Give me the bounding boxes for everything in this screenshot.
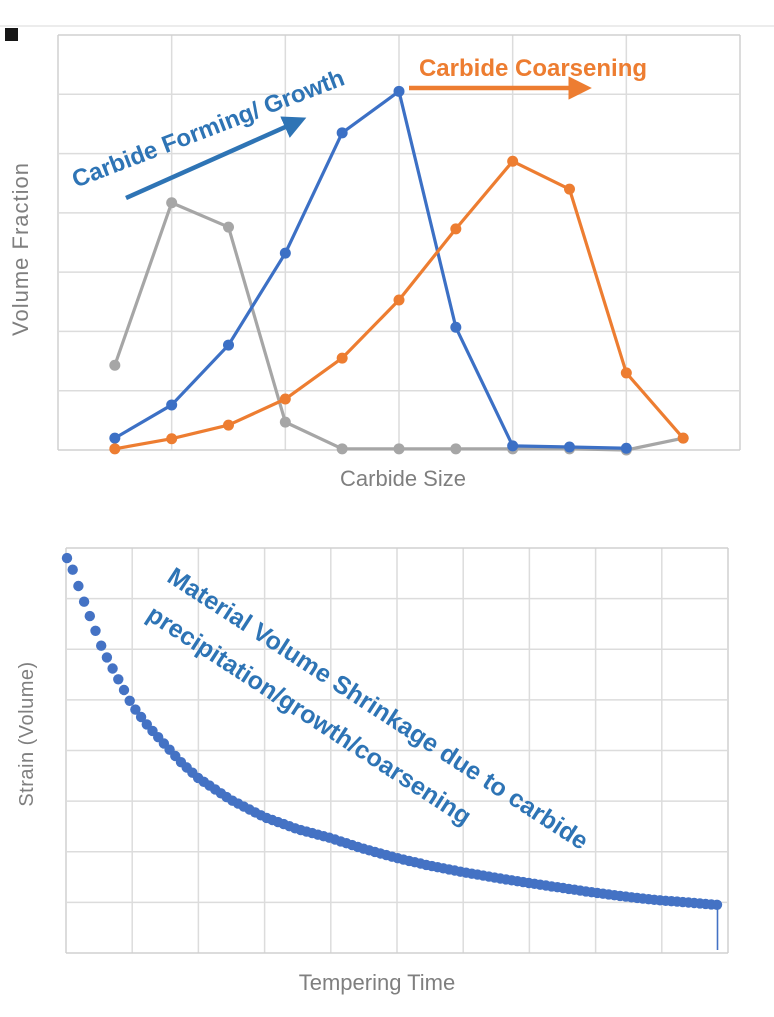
strain-dot (61, 552, 73, 564)
strain-dot (78, 596, 90, 607)
data-point (166, 433, 178, 445)
data-point (393, 294, 405, 306)
data-point (223, 221, 234, 233)
data-point (393, 443, 405, 455)
top-x-axis-label: Carbide Size (340, 466, 466, 491)
strain-dot (124, 695, 135, 706)
data-point (279, 393, 291, 405)
strain-dot (96, 640, 107, 651)
decorative-black-square (5, 28, 18, 41)
data-point (507, 155, 519, 167)
data-point (677, 432, 689, 444)
strain-dot (130, 704, 141, 715)
top-y-axis-label: Volume Fraction (8, 162, 33, 336)
data-point (620, 367, 632, 379)
data-point (450, 443, 462, 455)
data-point (336, 127, 348, 139)
strain-dot (113, 674, 124, 685)
data-point (279, 416, 291, 428)
data-point (450, 223, 462, 235)
data-point (223, 339, 234, 351)
strain-dot (90, 625, 101, 636)
strain-dot (67, 564, 78, 575)
data-point (279, 247, 291, 259)
top-chart-series (109, 85, 689, 456)
shrinkage-annotation-line2: precipitation/growth/coarsening (142, 600, 476, 831)
data-point (507, 440, 519, 452)
shrinkage-annotation: Material Volume Shrinkage due to carbide… (142, 562, 593, 855)
top-chart-gridlines (57, 34, 741, 451)
strain-dot (84, 610, 96, 622)
data-point (564, 441, 575, 453)
strain-dot (107, 663, 118, 674)
data-point (450, 321, 462, 333)
data-point (564, 183, 575, 195)
forming-growth-arrow (125, 116, 307, 201)
shrinkage-annotation-line1: Material Volume Shrinkage due to carbide (162, 562, 593, 855)
data-point (109, 443, 121, 455)
data-point (620, 442, 632, 454)
data-point (109, 359, 121, 371)
data-point (166, 399, 178, 411)
forming-growth-annotation: Carbide Forming/ Growth (68, 65, 348, 194)
strain-dot (101, 652, 113, 663)
bottom-x-axis-label: Tempering Time (299, 970, 456, 995)
bottom-y-axis-label: Strain (Volume) (16, 661, 38, 806)
coarsening-annotation: Carbide Coarsening (419, 55, 647, 82)
strain-dot (135, 711, 147, 723)
strain-curve-dots (61, 552, 723, 910)
bottom-chart-gridlines (65, 547, 729, 954)
data-point (336, 352, 348, 364)
strain-dot (73, 580, 84, 592)
strain-dot (118, 684, 130, 696)
data-point (336, 443, 348, 455)
data-point (166, 197, 178, 209)
data-point (109, 432, 121, 444)
series-line-carbide-forming-growth-distribution (113, 89, 628, 450)
strain-dot (711, 899, 723, 910)
data-point (223, 419, 234, 431)
data-point (393, 85, 405, 97)
